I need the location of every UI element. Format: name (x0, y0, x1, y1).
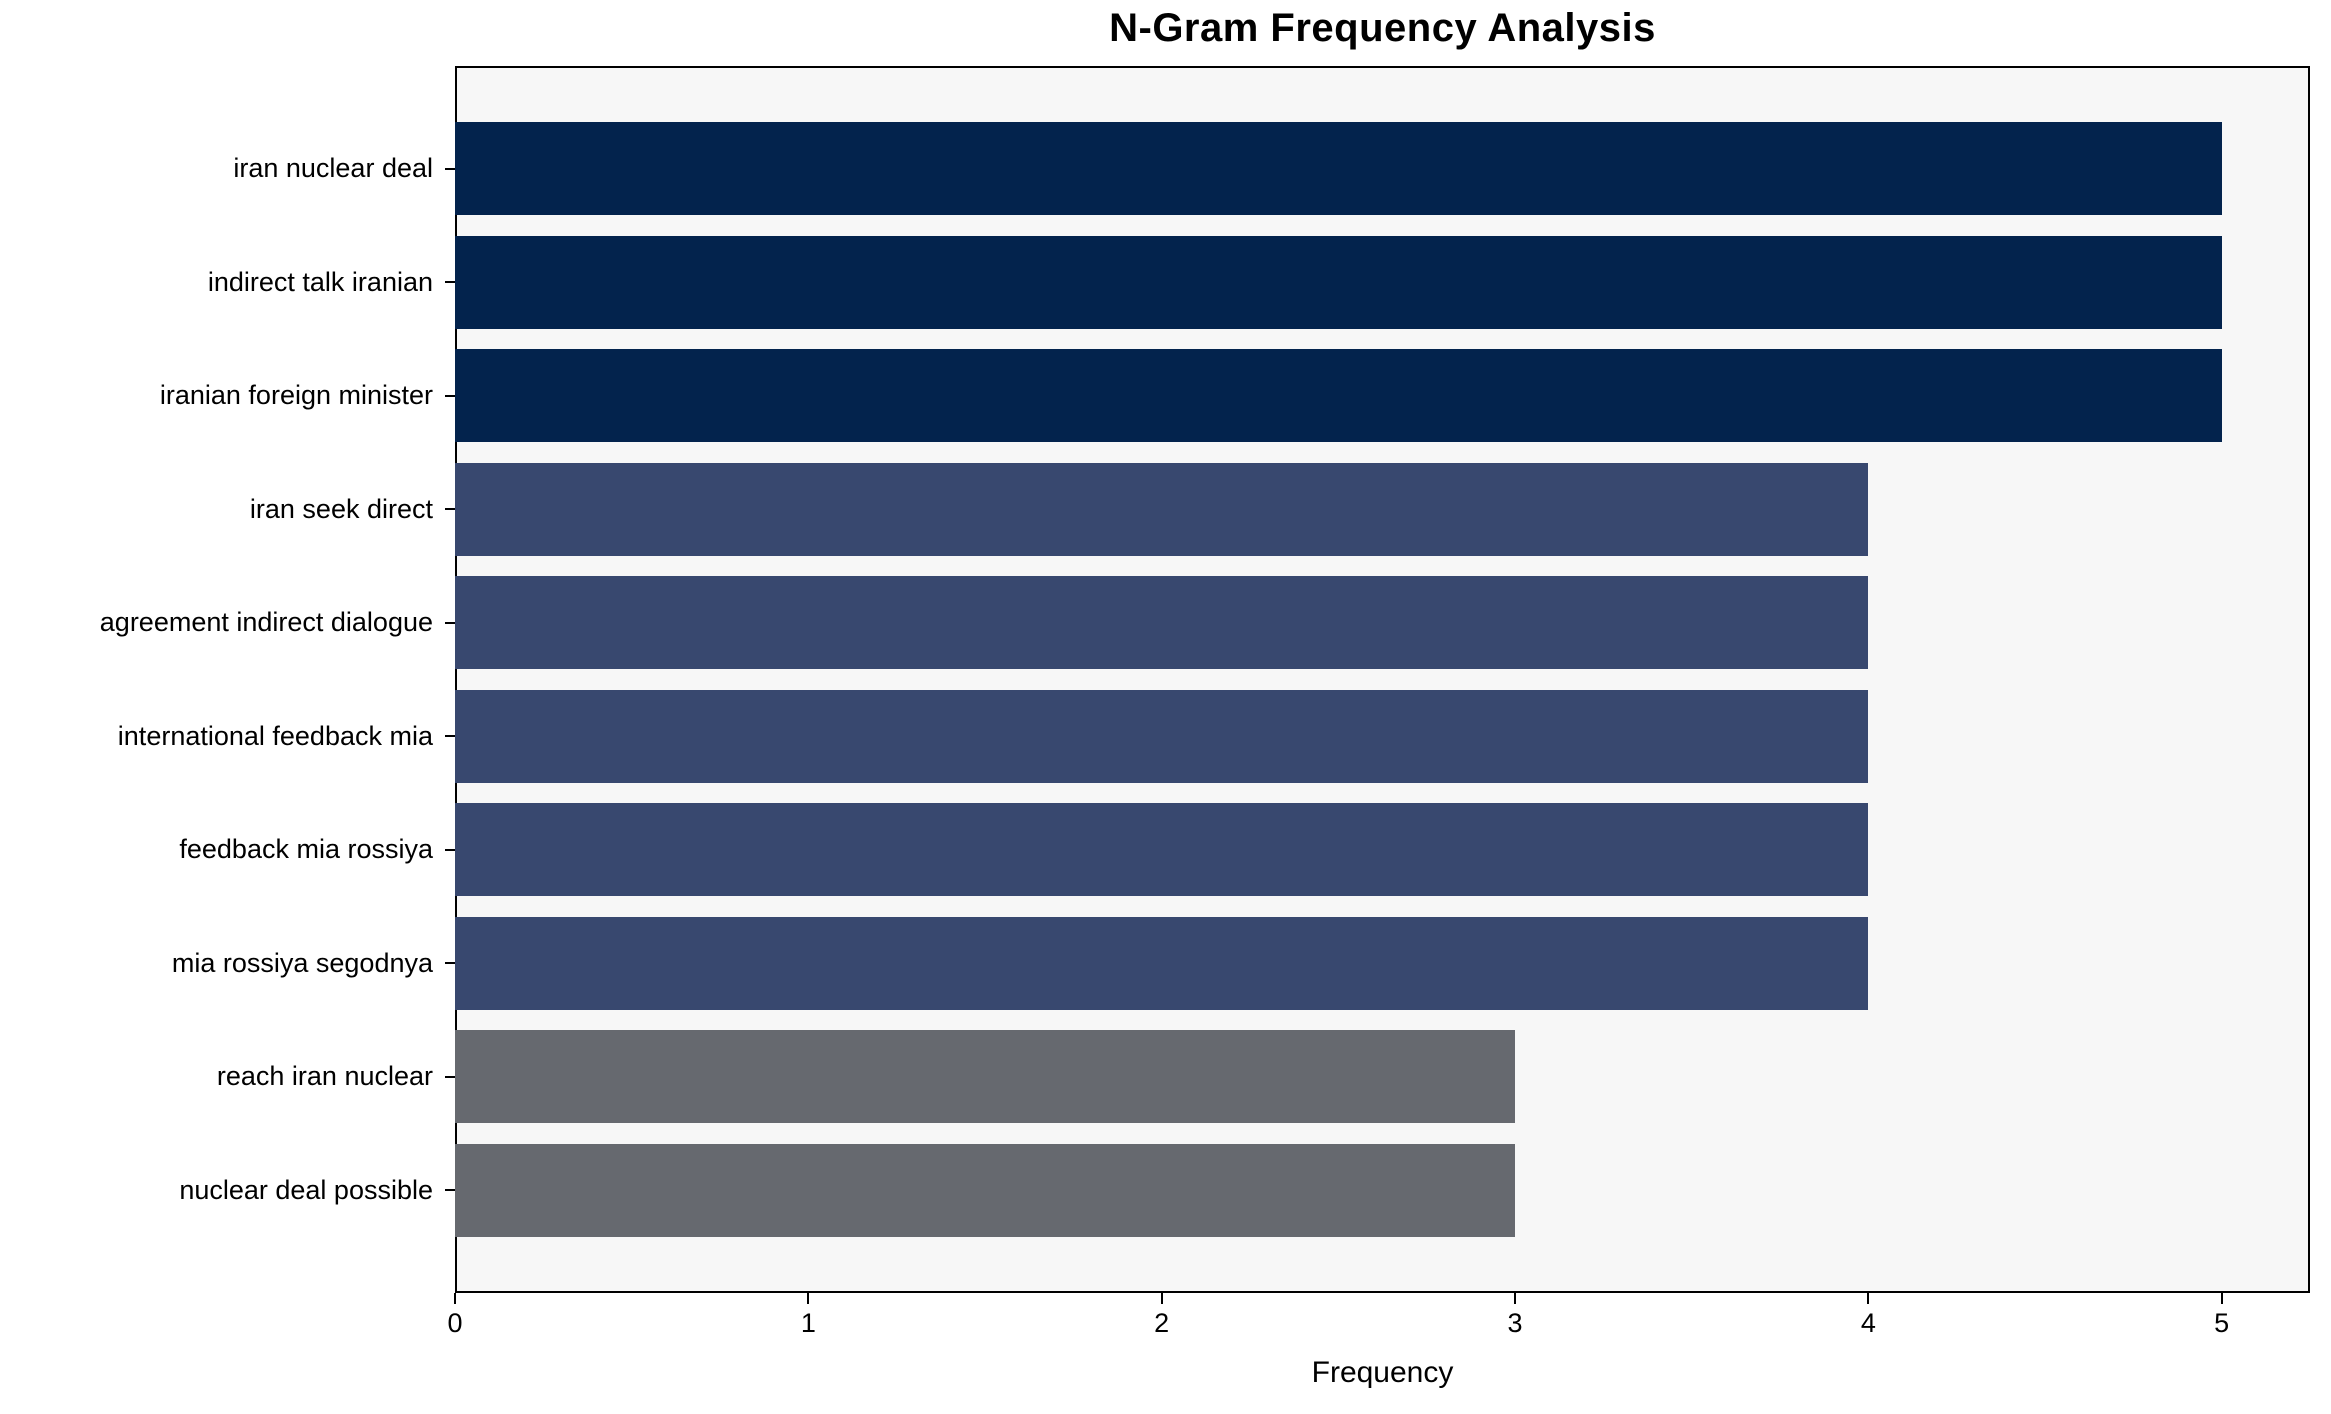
category-label: feedback mia rossiya (179, 834, 433, 865)
y-tick-mark (445, 508, 455, 511)
category-label: iranian foreign minister (159, 380, 433, 411)
bar-track (455, 339, 2310, 453)
bar-row: iranian foreign minister (0, 339, 2310, 453)
bar-track (455, 1134, 2310, 1248)
x-tick-mark (2220, 1293, 2223, 1304)
bar-row: indirect talk iranian (0, 226, 2310, 340)
y-tick-mark (445, 1189, 455, 1192)
bar-track (455, 793, 2310, 907)
x-tick-mark (807, 1293, 810, 1304)
category-label: indirect talk iranian (207, 266, 433, 297)
bar-row: iran seek direct (0, 453, 2310, 567)
y-tick-mark (445, 167, 455, 170)
bar (455, 235, 2222, 329)
bar (455, 349, 2222, 443)
bar-track (455, 566, 2310, 680)
x-tick-label: 1 (800, 1308, 816, 1338)
bar-track (455, 453, 2310, 567)
y-tick-mark (445, 281, 455, 284)
category-label: iran seek direct (249, 493, 433, 524)
x-tick-label: 2 (1154, 1308, 1170, 1338)
bar-track (455, 1020, 2310, 1134)
bar (455, 1030, 1515, 1124)
category-label: mia rossiya segodnya (171, 947, 433, 978)
y-tick-mark (445, 394, 455, 397)
bar (455, 1143, 1515, 1237)
bar-row: mia rossiya segodnya (0, 907, 2310, 1021)
category-label: international feedback mia (117, 720, 433, 751)
bar (455, 916, 1869, 1010)
category-label: iran nuclear deal (233, 153, 433, 184)
x-tick-mark (1514, 1293, 1516, 1304)
bar-track (455, 112, 2310, 226)
category-label: reach iran nuclear (216, 1061, 433, 1092)
bar (455, 803, 1869, 897)
y-tick-mark (445, 848, 455, 851)
x-tick-mark (1867, 1293, 1870, 1304)
bar-rows: iran nuclear deal indirect talk iranian ir… (0, 66, 2310, 1293)
bar-track (455, 680, 2310, 794)
y-tick-mark (445, 962, 455, 965)
category-label: nuclear deal possible (179, 1174, 433, 1205)
x-tick-mark (1160, 1293, 1163, 1304)
bar-row: agreement indirect dialogue (0, 566, 2310, 680)
bar-row: feedback mia rossiya (0, 793, 2310, 907)
bar-row: nuclear deal possible (0, 1134, 2310, 1248)
bar (455, 576, 1869, 670)
bar-track (455, 226, 2310, 340)
bar-row: reach iran nuclear (0, 1020, 2310, 1134)
x-tick-label: 5 (2214, 1308, 2230, 1338)
bar (455, 462, 1869, 556)
x-tick-label: 0 (447, 1308, 463, 1338)
bar (455, 689, 1869, 783)
y-tick-mark (445, 735, 455, 738)
bar-track (455, 907, 2310, 1021)
chart-title: N-Gram Frequency Analysis (1109, 6, 1656, 50)
x-axis-label: Frequency (1311, 1356, 1454, 1389)
x-tick-label: 4 (1860, 1308, 1876, 1338)
x-tick-mark (454, 1293, 456, 1304)
bar (455, 122, 2222, 216)
category-label: agreement indirect dialogue (99, 607, 433, 638)
bar-row: iran nuclear deal (0, 112, 2310, 226)
y-tick-mark (445, 621, 455, 624)
y-tick-mark (445, 1075, 455, 1078)
x-tick-label: 3 (1507, 1308, 1523, 1338)
bar-row: international feedback mia (0, 680, 2310, 794)
